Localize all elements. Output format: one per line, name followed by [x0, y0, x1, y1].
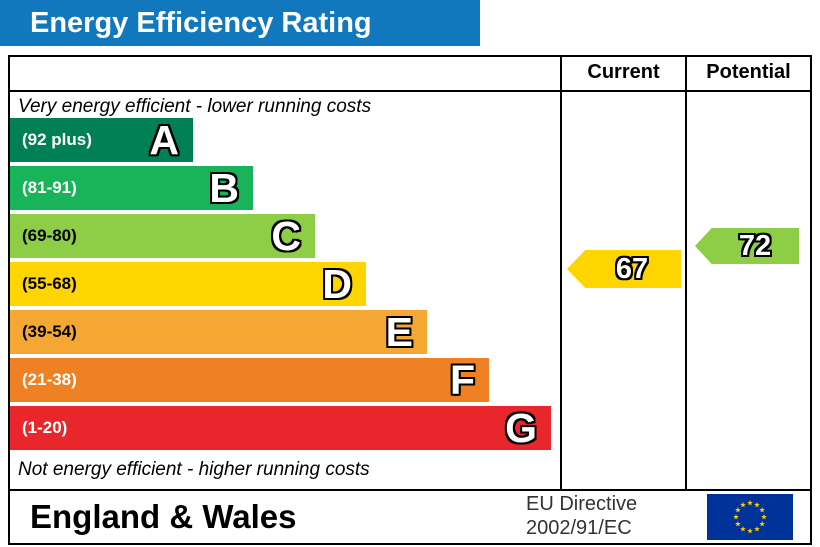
band-range: (69-80) — [22, 226, 77, 245]
eu-directive-label: EU Directive 2002/91/EC — [514, 493, 690, 540]
caption-bottom: Not energy efficient - higher running co… — [18, 459, 370, 480]
band-letter: D — [322, 261, 352, 307]
region-label: England & Wales — [30, 498, 297, 535]
potential-rating-cell: 72 — [685, 92, 810, 489]
band-letter: B — [209, 165, 239, 211]
band-letter: E — [385, 309, 413, 355]
band-g: (1-20) G — [10, 406, 551, 450]
eu-directive-line2: 2002/91/EC — [526, 517, 632, 539]
band-e: (39-54) E — [10, 310, 427, 354]
band-range: (1-20) — [22, 418, 68, 437]
band-range: (92 plus) — [22, 130, 92, 149]
band-f: (21-38) F — [10, 358, 489, 402]
caption-top: Very energy efficient - lower running co… — [18, 96, 372, 117]
potential-rating-arrow: 72 — [695, 228, 799, 264]
band-a: (92 plus) A — [10, 118, 193, 162]
current-rating-value: 67 — [615, 252, 649, 285]
potential-column-header: Potential — [685, 57, 810, 90]
band-d: (55-68) D — [10, 262, 366, 306]
band-range: (81-91) — [22, 178, 77, 197]
band-range: (21-38) — [22, 370, 77, 389]
eu-flag-container — [690, 494, 810, 540]
eu-directive-line1: EU Directive — [526, 493, 638, 516]
band-c: (69-80) C — [10, 214, 315, 258]
band-b: (81-91) B — [10, 166, 253, 210]
chart-body-row: Very energy efficient - lower running co… — [10, 92, 810, 489]
current-rating-arrow: 67 — [567, 250, 681, 288]
band-range: (55-68) — [22, 274, 77, 293]
band-letter: F — [449, 357, 475, 403]
chart-column-header — [10, 57, 560, 90]
current-column-header: Current — [560, 57, 685, 90]
table-header-row: Current Potential — [10, 57, 810, 92]
potential-rating-value: 72 — [738, 229, 772, 262]
chart-title-bar: Energy Efficiency Rating — [0, 0, 480, 46]
table-footer-row: England & Wales EU Directive 2002/91/EC — [10, 489, 810, 543]
current-rating-cell: 67 — [560, 92, 685, 489]
band-range: (39-54) — [22, 322, 77, 341]
bands-area: Very energy efficient - lower running co… — [10, 92, 560, 489]
eu-flag-icon — [707, 494, 793, 540]
rating-table: Current Potential Very energy efficient … — [8, 55, 812, 545]
band-letter: A — [149, 117, 179, 163]
band-letter: G — [505, 405, 537, 451]
band-letter: C — [271, 213, 301, 259]
chart-title: Energy Efficiency Rating — [30, 7, 372, 39]
